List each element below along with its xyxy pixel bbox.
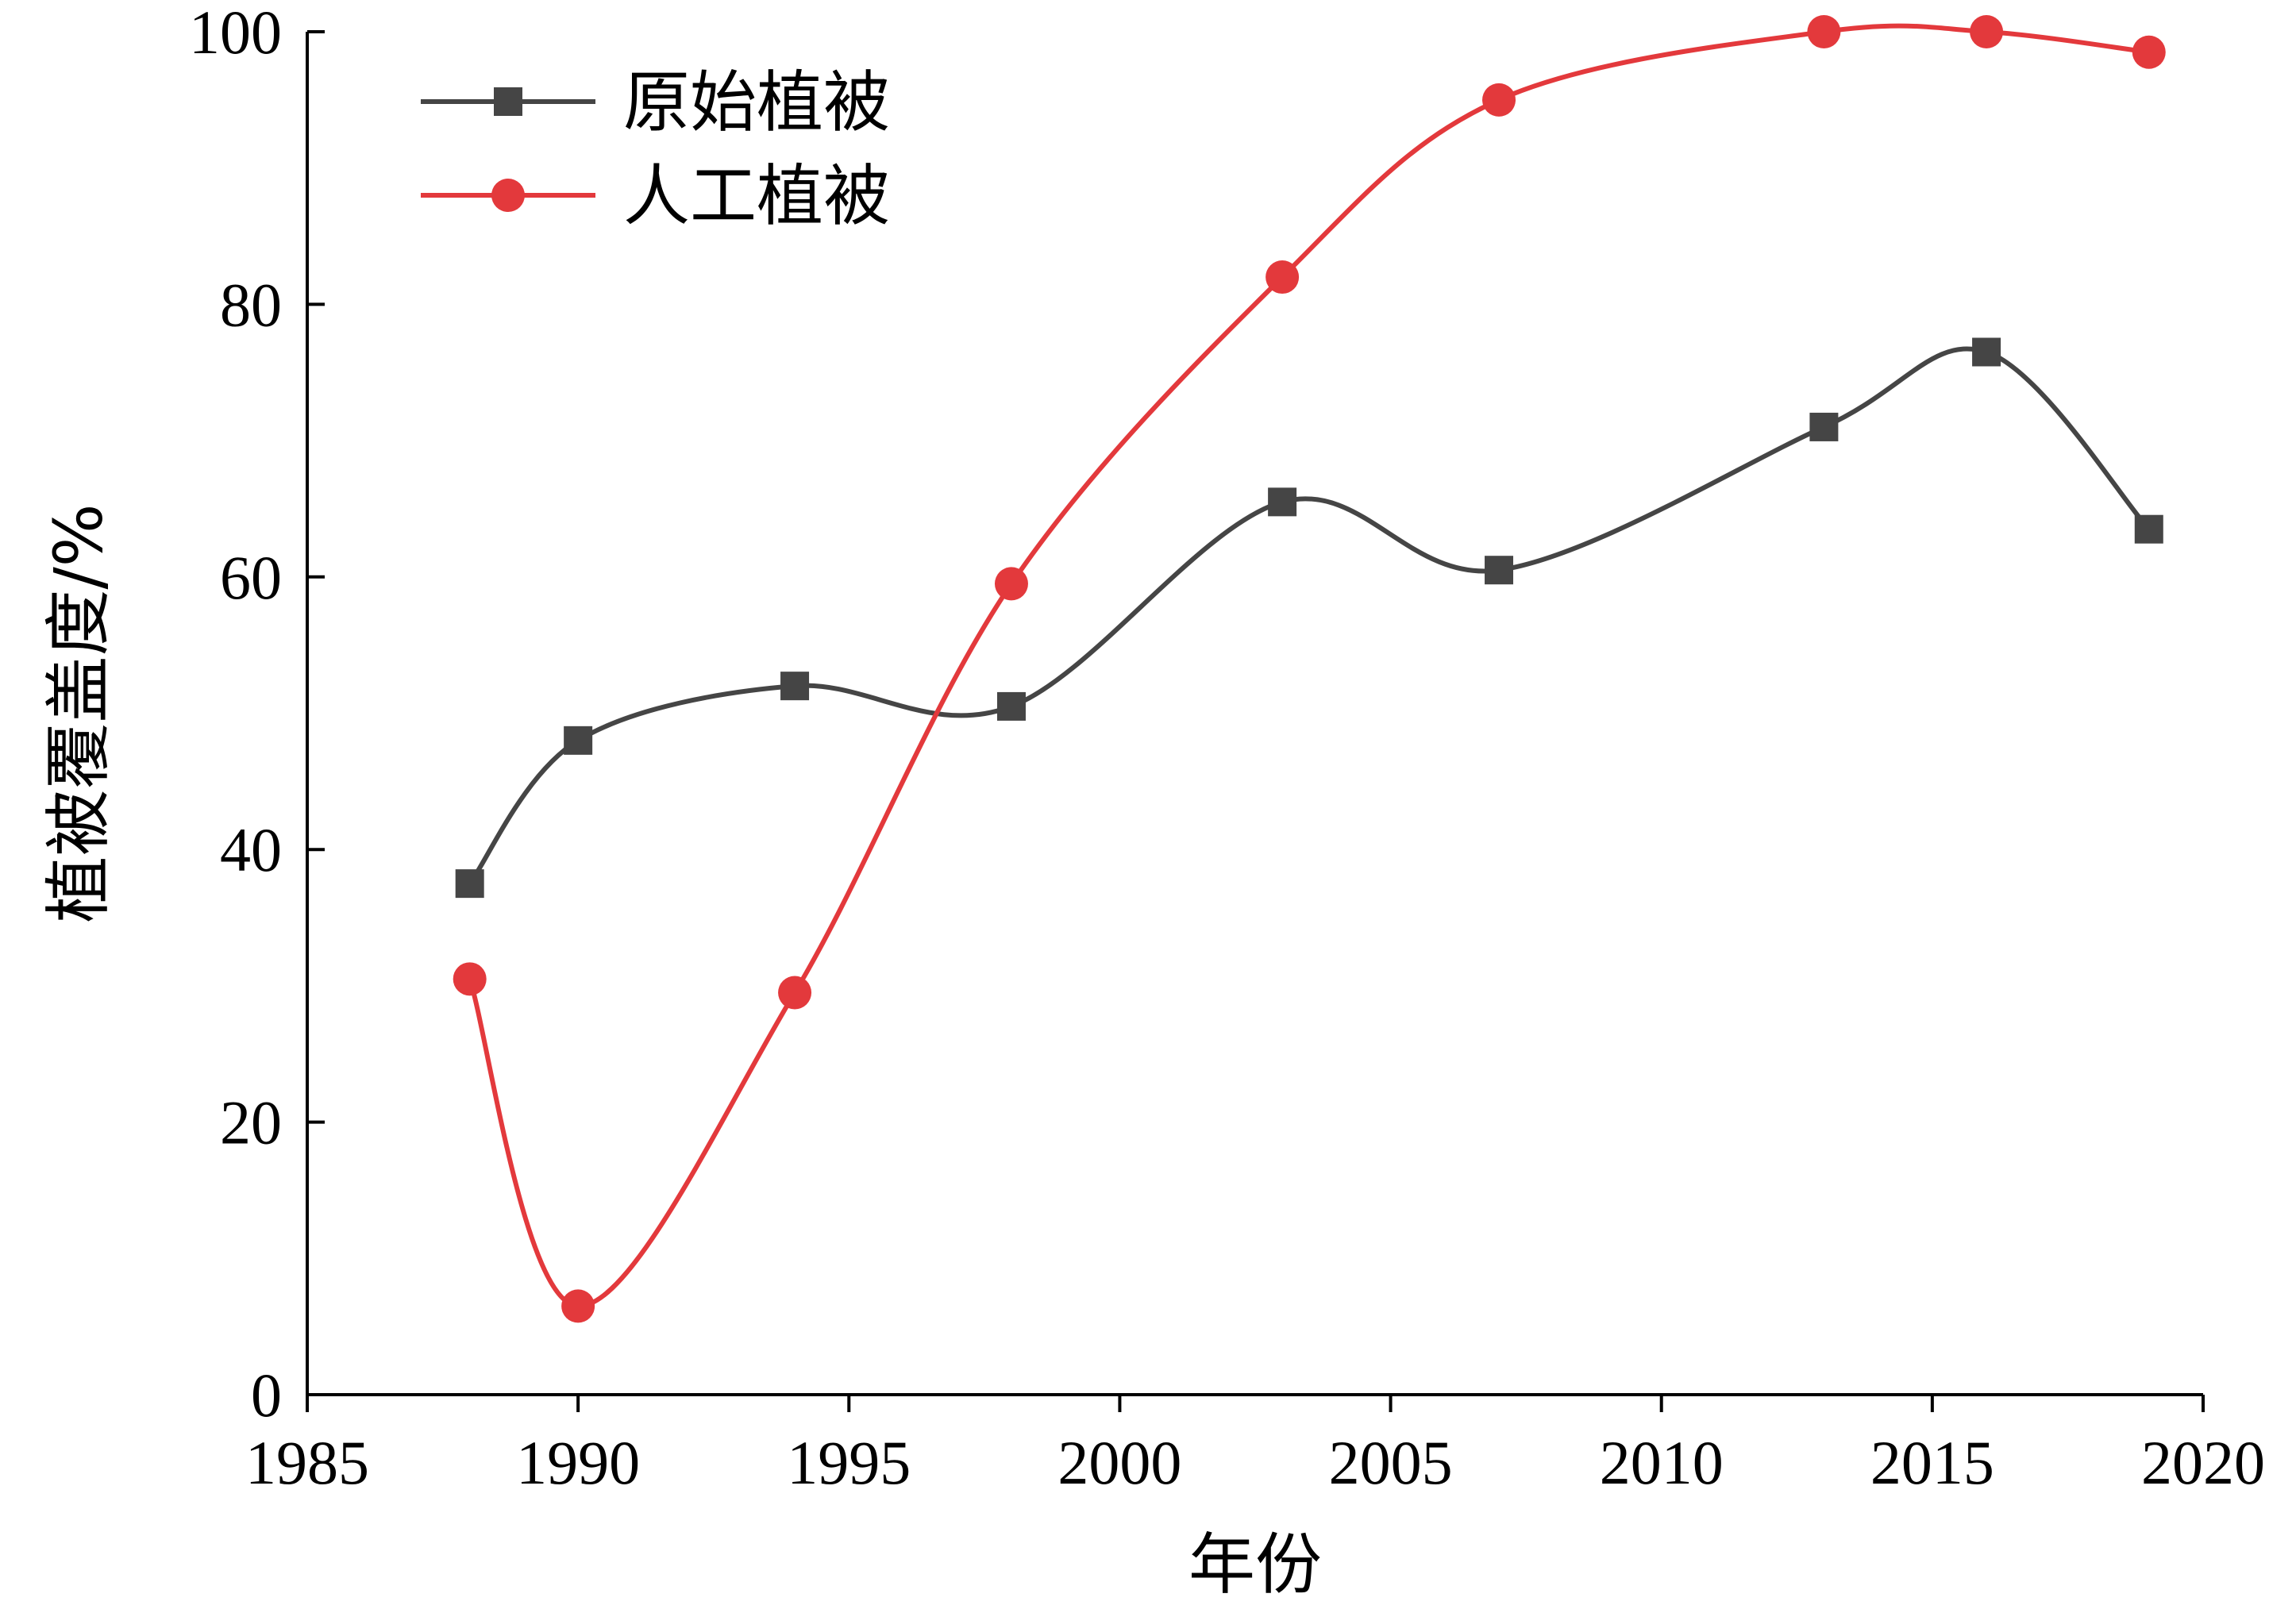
series-line (467, 23, 2150, 1309)
x-ticks: 1985 1990 1995 2000 2005 2010 2015 2020 (245, 1395, 2265, 1497)
x-tick-label: 2005 (1329, 1428, 1453, 1497)
series-line (468, 346, 2151, 885)
series-layer (453, 15, 2166, 1323)
y-tick-label: 0 (251, 1361, 282, 1430)
data-point (2134, 514, 2163, 544)
y-ticks: 0 20 40 60 80 100 (189, 0, 325, 1430)
data-point (1972, 337, 2001, 367)
data-point (453, 962, 487, 996)
x-tick-label: 2020 (2141, 1428, 2265, 1497)
legend-label: 原始植被 (623, 64, 890, 141)
legend-item: 原始植被 (421, 64, 890, 141)
data-point (1268, 487, 1297, 517)
data-point (780, 672, 810, 701)
data-point (561, 1289, 595, 1323)
y-axis-title: 植被覆盖度/% (40, 503, 117, 922)
axes: 1985 1990 1995 2000 2005 2010 2015 2020 0 20 40 60… (189, 0, 2265, 1497)
data-point (994, 567, 1028, 601)
data-point (564, 726, 593, 755)
data-point (1485, 556, 1514, 585)
data-point (1807, 15, 1841, 48)
legend-marker (494, 87, 522, 116)
x-tick-label: 1985 (245, 1428, 369, 1497)
data-point (996, 691, 1026, 721)
data-point (1482, 83, 1516, 117)
series-1 (455, 337, 2163, 899)
data-point (1265, 260, 1300, 294)
data-point (1970, 15, 2004, 48)
x-tick-label: 2000 (1057, 1428, 1181, 1497)
series-2 (453, 15, 2166, 1323)
x-tick-label: 1990 (516, 1428, 640, 1497)
x-axis-title: 年份 (1188, 1526, 1322, 1603)
data-point (778, 976, 812, 1010)
data-point (1809, 412, 1839, 441)
data-point (2132, 35, 2166, 69)
y-tick-label: 60 (220, 543, 282, 612)
legend-label: 人工植被 (623, 157, 890, 235)
legend-marker (491, 179, 525, 212)
y-tick-label: 80 (220, 270, 282, 339)
y-tick-label: 40 (220, 815, 282, 884)
x-tick-label: 2010 (1600, 1428, 1724, 1497)
x-tick-label: 2015 (1870, 1428, 1994, 1497)
legend-item: 人工植被 (421, 157, 890, 235)
x-tick-label: 1995 (787, 1428, 911, 1497)
y-tick-label: 100 (189, 0, 282, 67)
y-tick-label: 20 (220, 1088, 282, 1157)
data-point (455, 869, 484, 899)
